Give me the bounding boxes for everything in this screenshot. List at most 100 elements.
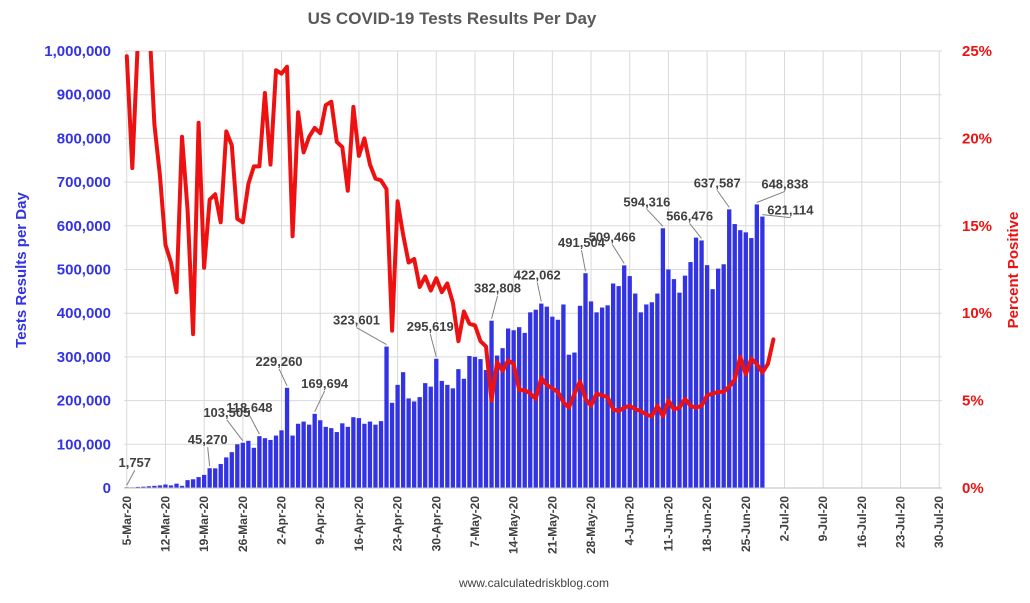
x-tick-label: 26-Mar-20: [236, 496, 250, 552]
y-tick-label-left: 0: [103, 480, 111, 497]
bar: [666, 269, 671, 488]
annotation-leader: [536, 282, 542, 302]
bar: [312, 413, 317, 488]
bar: [284, 387, 290, 488]
x-tick-label: 23-Apr-20: [391, 496, 405, 552]
bar: [677, 292, 682, 488]
bar: [517, 327, 522, 488]
bar: [555, 319, 561, 488]
bar: [743, 232, 748, 488]
bar: [511, 330, 516, 488]
x-tick-label: 4-Jun-20: [623, 496, 637, 546]
x-tick-label: 19-Mar-20: [197, 496, 211, 552]
bar: [528, 312, 533, 488]
bar: [494, 355, 500, 488]
bar: [439, 380, 444, 488]
bar: [157, 485, 163, 488]
bar: [472, 356, 478, 488]
x-tick-label: 7-May-20: [468, 496, 482, 548]
bar: [467, 356, 472, 488]
data-label: 1,757: [118, 455, 151, 470]
bar: [273, 435, 279, 488]
y-tick-label-right: 10%: [962, 305, 992, 322]
bar: [627, 276, 632, 488]
bar: [682, 275, 688, 488]
data-label: 422,062: [514, 268, 561, 283]
bar: [489, 320, 494, 488]
bar: [196, 477, 201, 488]
data-label: 103,505: [203, 405, 250, 420]
bar: [434, 358, 439, 488]
bar: [290, 435, 295, 488]
bar: [622, 265, 627, 488]
bar: [566, 354, 572, 488]
data-label: 509,466: [589, 229, 636, 244]
bar: [671, 279, 677, 488]
bar: [699, 240, 704, 488]
bar: [406, 398, 411, 488]
data-label: 648,838: [761, 176, 808, 191]
bar: [179, 485, 185, 488]
bar: [561, 304, 566, 488]
bar: [456, 369, 461, 488]
bar: [704, 265, 710, 488]
bar: [367, 421, 373, 488]
bar: [163, 484, 168, 488]
y-axis-label-left: Tests Results per Day: [13, 192, 30, 348]
footer-source: www.calculatedriskblog.com: [458, 576, 609, 590]
bar: [218, 463, 223, 488]
data-label: 229,260: [256, 354, 303, 369]
bar: [306, 424, 312, 488]
bar: [389, 402, 395, 488]
bar: [207, 468, 212, 488]
bar: [135, 486, 140, 488]
annotation-leader: [581, 250, 586, 272]
bar: [246, 440, 251, 488]
bar: [400, 372, 406, 488]
bar: [351, 417, 356, 488]
bar: [445, 384, 450, 488]
y-tick-label-left: 200,000: [57, 393, 111, 410]
axis-layer: 0 100,000 200,000 300,000 400,000 500,000 600,…: [44, 43, 992, 554]
bar: [594, 312, 599, 488]
bar: [146, 486, 152, 488]
bar: [688, 262, 693, 488]
x-tick-label: 23-Jul-20: [894, 496, 908, 548]
annotation-leader: [611, 244, 625, 264]
y-tick-label-left: 1,000,000: [44, 43, 111, 60]
data-label: 491,504: [558, 235, 606, 250]
annotation-leader: [278, 368, 288, 387]
annotation-leader: [762, 214, 791, 219]
annotation-leader: [756, 190, 786, 203]
data-label: 594,316: [623, 194, 670, 209]
bar: [168, 485, 174, 488]
bar: [362, 423, 367, 488]
annotation-leader: [248, 414, 260, 435]
bar: [141, 486, 146, 488]
bar: [152, 485, 157, 488]
bar: [715, 268, 721, 488]
bar: [544, 306, 549, 488]
bar: [577, 305, 583, 488]
bar: [190, 479, 196, 488]
bar: [583, 273, 588, 488]
x-tick-label: 5-Mar-20: [120, 496, 134, 546]
data-label: 621,114: [767, 203, 814, 218]
bar: [268, 439, 273, 488]
annotation-leader: [314, 390, 326, 413]
y-tick-label-left: 300,000: [57, 349, 111, 366]
bar: [572, 352, 577, 488]
bar: [395, 384, 400, 488]
bar: [428, 386, 433, 488]
bar: [334, 432, 339, 488]
bar: [660, 228, 666, 488]
bar: [649, 302, 654, 488]
bar: [616, 286, 621, 488]
bar: [356, 418, 362, 488]
bar: [754, 204, 760, 488]
y-axis-label-right: Percent Positive: [1005, 212, 1022, 329]
chart-title: US COVID-19 Tests Results Per Day: [308, 9, 597, 28]
x-tick-label: 2-Jul-20: [777, 496, 791, 542]
x-tick-label: 21-May-20: [545, 496, 559, 554]
